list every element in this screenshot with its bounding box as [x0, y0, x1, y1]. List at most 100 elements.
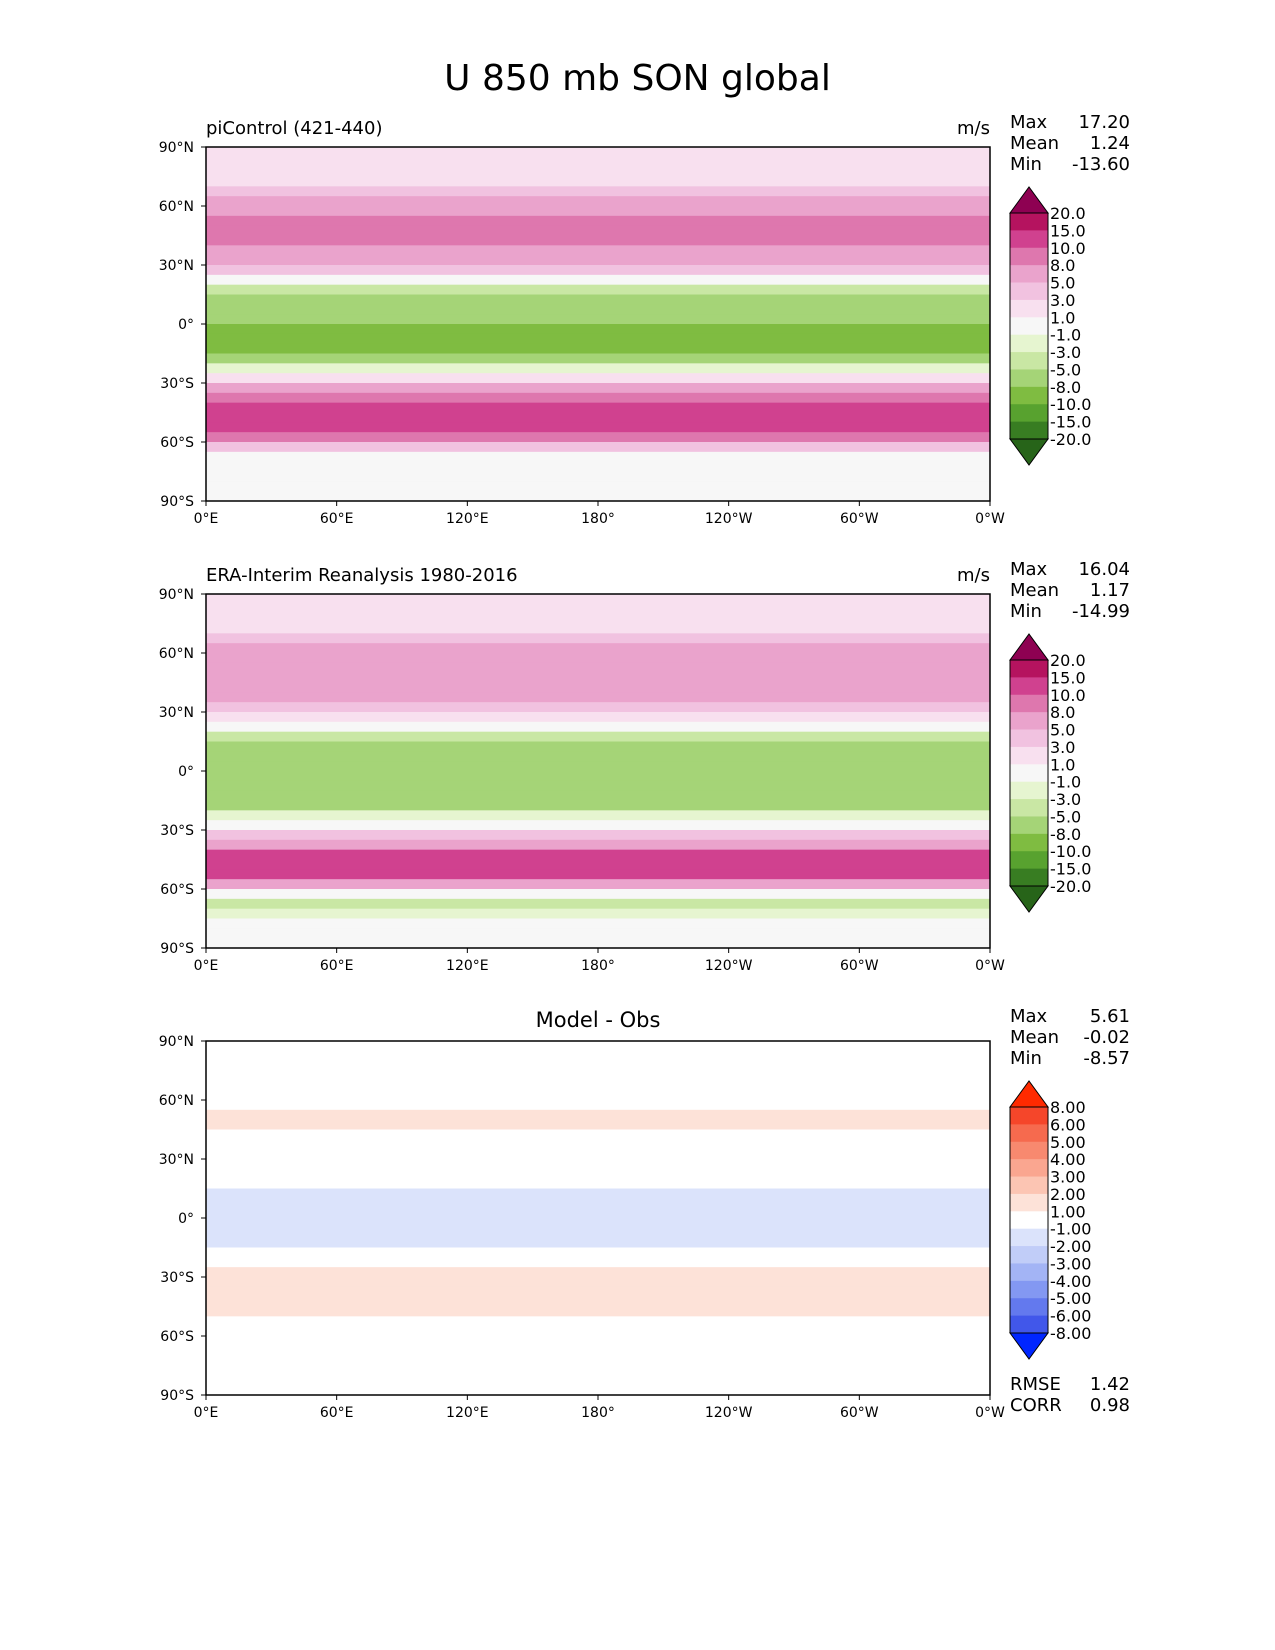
- colorbar-tick-label: -15.0: [1050, 860, 1091, 879]
- colorbar-tick-label: 8.0: [1050, 256, 1075, 275]
- field-band: [206, 392, 990, 404]
- panel-3-max-value: 5.61: [1089, 1006, 1130, 1027]
- x-tick-label: 0°W: [975, 511, 1005, 527]
- colorbar-tick-label: 4.00: [1050, 1150, 1086, 1169]
- colorbar-tick-label: 15.0: [1050, 221, 1086, 240]
- y-tick-label: 30°S: [160, 823, 194, 839]
- field-band: [206, 324, 990, 335]
- field-band: [206, 1100, 990, 1111]
- panel-2-mean-value: 1.17: [1089, 580, 1130, 601]
- field-band: [206, 830, 990, 841]
- colorbar-tick-label: 3.0: [1050, 291, 1075, 310]
- x-tick-label: 180°: [581, 511, 615, 527]
- field-band: [206, 771, 990, 782]
- x-tick-label: 0°E: [194, 511, 219, 527]
- field-band: [206, 176, 990, 187]
- field-band: [206, 879, 990, 890]
- y-tick-label: 30°N: [159, 705, 194, 721]
- colorbar-frame: [1009, 1106, 1049, 1334]
- field-band: [206, 1296, 990, 1307]
- colorbar-tick-label: -6.00: [1050, 1307, 1091, 1326]
- field-band: [206, 702, 990, 713]
- panel-2-max-value: 16.04: [1078, 559, 1130, 580]
- colorbar-segment: [1010, 352, 1048, 370]
- field-band: [206, 461, 990, 472]
- field-band: [206, 304, 990, 315]
- x-tick-label: 60°W: [840, 1405, 879, 1421]
- field-band: [206, 653, 990, 664]
- panel-2-mean-label: Mean: [1010, 580, 1060, 601]
- field-band: [206, 1178, 990, 1189]
- colorbar-tick-label: -8.00: [1050, 1324, 1091, 1343]
- field-band: [206, 442, 990, 453]
- colorbar-tick-label: 20.0: [1050, 651, 1086, 670]
- panel-2-max-label: Max: [1010, 559, 1048, 580]
- field-band: [206, 265, 990, 276]
- y-tick-label: 60°S: [160, 435, 194, 451]
- field-band: [206, 672, 990, 683]
- colorbar-segment: [1010, 677, 1048, 696]
- colorbar-tick-label: -1.00: [1050, 1220, 1091, 1239]
- field-band: [206, 662, 990, 674]
- colorbar-tick-label: -8.0: [1050, 825, 1081, 844]
- colorbar-segment: [1010, 1159, 1048, 1177]
- field-band: [206, 1286, 990, 1298]
- colorbar-tick-label: 6.00: [1050, 1115, 1086, 1134]
- field-band: [206, 1159, 990, 1170]
- field-band: [206, 731, 990, 742]
- x-tick-label: 120°E: [446, 1405, 489, 1421]
- y-tick-label: 0°: [178, 317, 194, 333]
- x-tick-label: 120°E: [446, 958, 489, 974]
- colorbar-segment: [1010, 694, 1048, 713]
- colorbar-tick-label: 20.0: [1050, 204, 1086, 223]
- panel-3-title: Model - Obs: [535, 1008, 661, 1032]
- colorbar-segment: [1010, 1176, 1048, 1195]
- field-band: [206, 1050, 990, 1062]
- field-band: [206, 849, 990, 860]
- field-band: [206, 1208, 990, 1219]
- field-band: [206, 613, 990, 624]
- colorbar-tick-label: -1.0: [1050, 326, 1081, 345]
- field-band: [206, 196, 990, 207]
- colorbar-tick-label: 1.00: [1050, 1202, 1086, 1221]
- field-band: [206, 1237, 990, 1248]
- field-band: [206, 643, 990, 654]
- panel-1-min-value: -13.60: [1071, 154, 1130, 175]
- field-band: [206, 1336, 990, 1347]
- colorbar-tick-label: -20.0: [1050, 430, 1091, 449]
- colorbar-segment: [1010, 1280, 1048, 1299]
- colorbar-segment: [1010, 265, 1048, 283]
- field-band: [206, 402, 990, 413]
- field-band: [206, 1227, 990, 1239]
- colorbar-segment: [1010, 1211, 1048, 1230]
- field-band: [206, 215, 990, 227]
- colorbar-tick-label: -5.0: [1050, 360, 1081, 379]
- field-band: [206, 712, 990, 723]
- field-band: [206, 491, 990, 502]
- y-tick-label: 90°S: [160, 1388, 194, 1404]
- field-band: [206, 869, 990, 880]
- y-tick-label: 60°S: [160, 882, 194, 898]
- colorbar-tick-label: 2.00: [1050, 1185, 1086, 1204]
- colorbar-segment: [1010, 851, 1048, 870]
- colorbar-tick-label: -5.0: [1050, 807, 1081, 826]
- colorbar-segment: [1010, 833, 1048, 852]
- colorbar-segment: [1010, 282, 1048, 301]
- x-tick-label: 60°E: [320, 1405, 354, 1421]
- y-tick-label: 30°S: [160, 376, 194, 392]
- field-band: [206, 1139, 990, 1150]
- field-band: [206, 373, 990, 384]
- x-tick-label: 180°: [581, 958, 615, 974]
- x-tick-label: 120°E: [446, 511, 489, 527]
- colorbar-tick-label: -10.0: [1050, 842, 1091, 861]
- panel-1-mean-value: 1.24: [1089, 133, 1130, 154]
- colorbar-tick-label: 5.00: [1050, 1133, 1086, 1152]
- colorbar-segment: [1010, 764, 1048, 783]
- colorbar-segment: [1010, 868, 1048, 887]
- colorbar-tick-label: -20.0: [1050, 877, 1091, 896]
- field-band: [206, 274, 990, 286]
- page-title: U 850 mb SON global: [444, 58, 831, 99]
- colorbar-segment: [1010, 781, 1048, 800]
- colorbar-tick-label: -3.0: [1050, 343, 1081, 362]
